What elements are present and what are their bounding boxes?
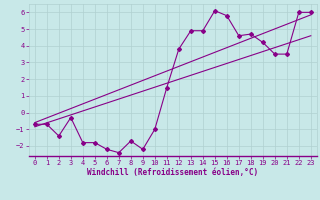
X-axis label: Windchill (Refroidissement éolien,°C): Windchill (Refroidissement éolien,°C): [87, 168, 258, 177]
